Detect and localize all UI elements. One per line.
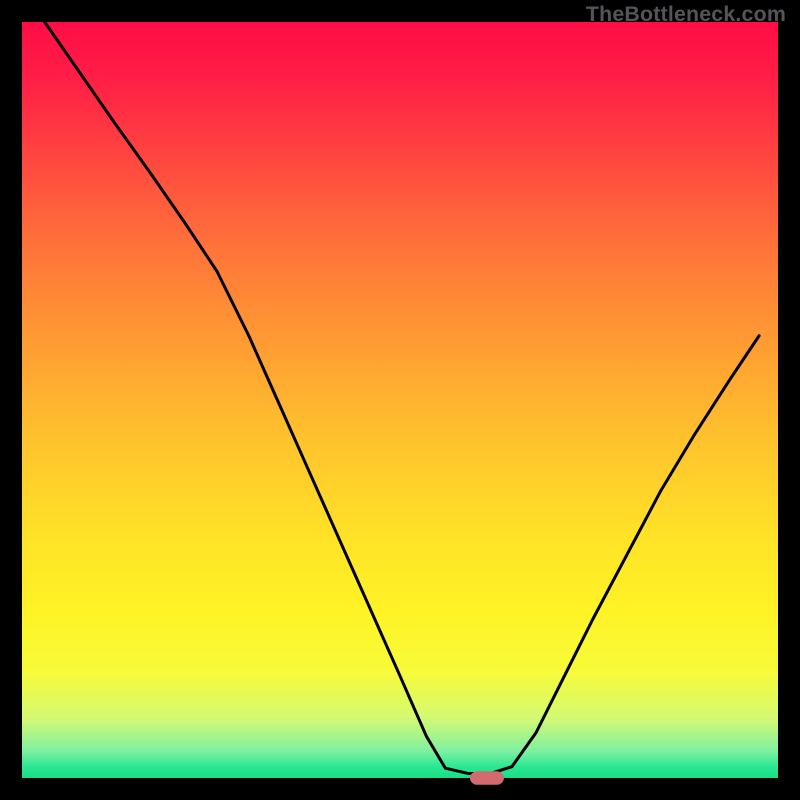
watermark-text: TheBottleneck.com [586,2,786,27]
optimum-marker [470,771,504,785]
bottleneck-chart [0,0,800,800]
plot-background [22,22,778,778]
chart-container: TheBottleneck.com [0,0,800,800]
